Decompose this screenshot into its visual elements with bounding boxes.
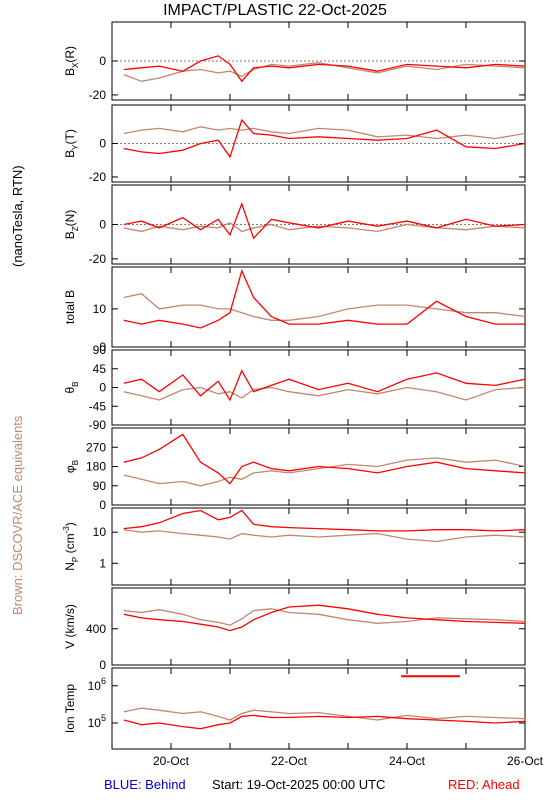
panel-frame-V [111, 587, 526, 666]
ylabel-part: N [63, 562, 77, 571]
series-Bz-ahead [123, 201, 525, 240]
y-tick-label-phi: 0 [99, 498, 106, 512]
y-tick-label-theta: 45 [93, 362, 107, 376]
y-tick-label-Bx: -20 [89, 88, 107, 102]
y-tick-exponent: 5 [101, 713, 106, 723]
series-phi-dscovr/ace [123, 457, 525, 487]
series-By-ahead [123, 118, 525, 159]
ylabel-T: Ion Temp [63, 684, 77, 733]
y-tick-label-By: -20 [89, 170, 107, 184]
series-Np-dscovr/ace [123, 529, 525, 543]
x-tick-label: 26-Oct [507, 754, 544, 768]
x-tick-label: 22-Oct [271, 754, 308, 768]
x-tick-label: 24-Oct [389, 754, 426, 768]
ylabel-Bx: BX(R) [63, 46, 80, 76]
series-B-ahead [123, 268, 525, 329]
ylabel-part: B [63, 231, 77, 239]
ylabel-part: (T) [63, 129, 77, 144]
ylabel-part: -3 [62, 526, 71, 534]
y-tick-label-Bz: -20 [89, 252, 107, 266]
series-By-dscovr/ace [123, 126, 525, 140]
y-tick-label-theta: -90 [89, 418, 107, 432]
y-tick-label-Bz: 0 [99, 218, 106, 232]
series-theta-dscovr/ace [123, 386, 525, 401]
series-theta-ahead [123, 369, 525, 402]
ylabel-part: Z [71, 226, 80, 231]
y-tick-label-theta: 0 [99, 381, 106, 395]
ylabel-part: B [71, 381, 80, 386]
chart-title: IMPACT/PLASTIC 22-Oct-2025 [163, 2, 387, 19]
series-phi-ahead [123, 433, 525, 485]
ylabel-phi: φB [63, 460, 80, 473]
y-tick-label-phi: 270 [86, 440, 106, 454]
ylabel-part: P [71, 557, 80, 562]
ylabel-part: total B [63, 290, 77, 324]
ahead-legend: RED: Ahead [448, 777, 520, 792]
ylabel-V: V (km/s) [63, 604, 77, 649]
ylabel-part: (cm [63, 533, 77, 556]
series-V-ahead [123, 604, 525, 632]
ylabel-By: BY(T) [63, 129, 80, 158]
y-tick-label-T: 105 [88, 713, 106, 730]
y-tick-label-Bx: 0 [99, 54, 106, 68]
y-tick-label-By: 0 [99, 137, 106, 151]
y-tick-label-V: 400 [86, 622, 106, 636]
ylabel-Np: NP (cm-3) [62, 522, 80, 570]
panel-frame-B [111, 266, 526, 348]
ylabel-part: V (km/s) [63, 604, 77, 649]
ylabel-part: θ [63, 387, 77, 394]
x-tick-label: 20-Oct [153, 754, 190, 768]
y-tick-label-V: 0 [99, 658, 106, 672]
series-T-dscovr/ace [123, 707, 525, 721]
ylabel-part: (N) [63, 210, 77, 227]
y-tick-label-B: 10 [93, 302, 107, 316]
ylabel-part: Y [71, 144, 80, 150]
series-B-dscovr/ace [123, 292, 525, 321]
y-tick-label-Np: 10 [93, 525, 107, 539]
series-Bx-dscovr/ace [123, 62, 525, 82]
panel-frame-T [111, 667, 526, 750]
start-time-label: Start: 19-Oct-2025 00:00 UTC [212, 777, 386, 792]
ylabel-Bz: BZ(N) [63, 210, 80, 240]
series-Np-ahead [123, 509, 525, 532]
y-tick-label-B: 0 [99, 340, 106, 354]
y-tick-label-T: 106 [88, 676, 106, 693]
y-tick-exponent: 6 [101, 676, 106, 686]
ylabel-part: X [71, 62, 80, 68]
ylabel-part: φ [63, 465, 77, 473]
y-tick-label-theta: -45 [89, 399, 107, 413]
y-tick-label-phi: 180 [86, 460, 106, 474]
y-tick-label-Np: 1 [99, 556, 106, 570]
series-V-dscovr/ace [123, 608, 525, 626]
y-tick-label-phi: 90 [93, 479, 107, 493]
ylabel-part: ) [63, 522, 77, 526]
ylabel-part: (R) [63, 46, 77, 63]
ylabel-part: B [63, 68, 77, 76]
behind-legend: BLUE: Behind [104, 777, 186, 792]
y-tick-label-theta: 90 [93, 343, 107, 357]
ylabel-part: B [71, 460, 80, 465]
series-Bx-ahead [123, 55, 525, 83]
ylabel-part: Ion Temp [63, 684, 77, 733]
ylabel-theta: θB [63, 381, 80, 393]
panel-frame-Np [111, 507, 526, 586]
series-T-ahead [123, 714, 525, 730]
panel-frame-theta [111, 349, 526, 426]
ylabel-part: B [63, 150, 77, 158]
ylabel-B: total B [63, 290, 77, 324]
